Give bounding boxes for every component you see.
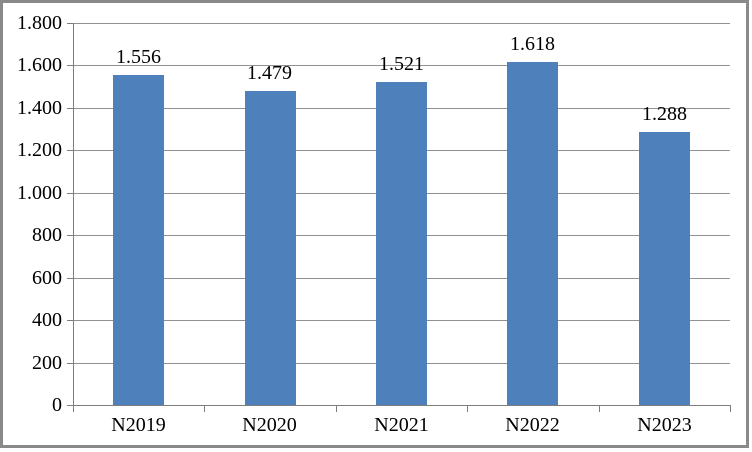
bar bbox=[245, 91, 296, 405]
y-axis-tick-label: 1.800 bbox=[17, 12, 62, 34]
x-axis-label: N2019 bbox=[111, 414, 166, 436]
axes-layer bbox=[3, 3, 746, 445]
y-axis-tick-mark bbox=[67, 405, 73, 406]
y-axis-tick-mark bbox=[67, 193, 73, 194]
y-axis-tick-label: 800 bbox=[32, 224, 62, 246]
y-axis-tick-label: 0 bbox=[52, 394, 62, 416]
y-axis-tick-label: 1.600 bbox=[17, 54, 62, 76]
x-axis-tick-mark bbox=[204, 405, 205, 412]
y-axis-tick-label: 1.200 bbox=[17, 139, 62, 161]
bar bbox=[113, 75, 164, 405]
bars-layer bbox=[3, 3, 746, 445]
y-axis-tick-mark bbox=[67, 278, 73, 279]
gridline bbox=[73, 65, 730, 66]
y-axis-line bbox=[73, 23, 74, 406]
y-axis-tick-mark bbox=[67, 363, 73, 364]
y-axis-tick-mark bbox=[67, 108, 73, 109]
bar bbox=[507, 62, 558, 405]
x-axis-tick-mark bbox=[467, 405, 468, 412]
bar-value-label: 1.556 bbox=[116, 46, 161, 68]
bar-value-label: 1.479 bbox=[247, 62, 292, 84]
bar-value-label: 1.618 bbox=[510, 33, 555, 55]
y-axis-tick-label: 200 bbox=[32, 352, 62, 374]
y-axis-tick-label: 1.400 bbox=[17, 97, 62, 119]
x-axis-tick-mark bbox=[336, 405, 337, 412]
y-axis-tick-label: 600 bbox=[32, 267, 62, 289]
bar-value-label: 1.521 bbox=[379, 53, 424, 75]
x-axis-tick-mark bbox=[73, 405, 74, 412]
gridline bbox=[73, 23, 730, 24]
x-axis-label: N2022 bbox=[505, 414, 560, 436]
y-axis-tick-mark bbox=[67, 320, 73, 321]
y-axis-tick-mark bbox=[67, 23, 73, 24]
x-axis-line bbox=[73, 405, 731, 406]
plot-area: 0 200 400 600 800 1.000 1.200 1.400 1.600 1.800 1.… bbox=[3, 3, 746, 445]
y-axis-tick-label: 400 bbox=[32, 309, 62, 331]
x-axis-label: N2023 bbox=[637, 414, 692, 436]
y-axis-tick-mark bbox=[67, 150, 73, 151]
x-axis-tick-mark bbox=[730, 405, 731, 412]
bar-value-label: 1.288 bbox=[642, 103, 687, 125]
bar bbox=[376, 82, 427, 405]
x-axis-tick-mark bbox=[599, 405, 600, 412]
x-axis-label: N2020 bbox=[242, 414, 297, 436]
y-axis-tick-label: 1.000 bbox=[17, 182, 62, 204]
y-axis-tick-mark bbox=[67, 65, 73, 66]
y-axis-tick-mark bbox=[67, 235, 73, 236]
bar bbox=[639, 132, 690, 405]
x-axis-label: N2021 bbox=[374, 414, 429, 436]
labels-layer: 0 200 400 600 800 1.000 1.200 1.400 1.600 1.800 1.… bbox=[3, 3, 746, 445]
